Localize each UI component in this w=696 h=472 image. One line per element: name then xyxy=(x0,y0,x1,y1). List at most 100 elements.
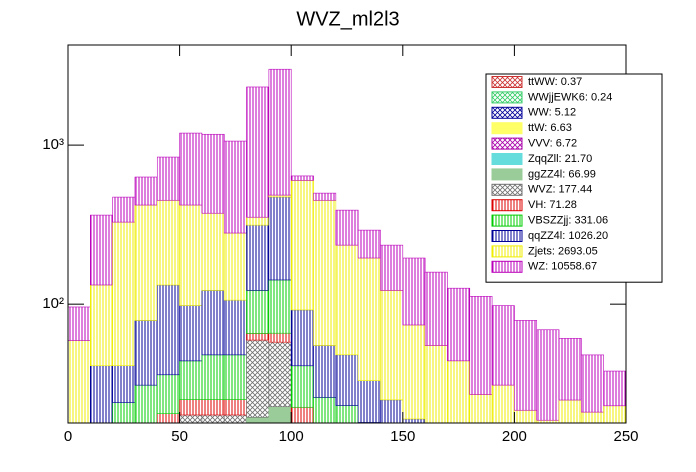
legend-label: WWjjEWK6: 0.24 xyxy=(528,91,612,103)
bar-segment xyxy=(491,305,515,386)
x-tick-label: 250 xyxy=(613,428,638,445)
bar-segment xyxy=(179,204,203,306)
bar-segment xyxy=(156,374,180,414)
bar-segment xyxy=(313,192,337,201)
legend-swatch xyxy=(491,199,523,212)
bar-segment xyxy=(335,209,359,246)
bar-segment xyxy=(290,175,314,181)
bar-segment xyxy=(156,199,180,286)
legend-swatch xyxy=(491,245,523,258)
bar-segment xyxy=(112,402,136,423)
bar-segment xyxy=(424,271,448,346)
bar-segment xyxy=(246,339,270,418)
bar-segment xyxy=(268,279,292,334)
legend-swatch xyxy=(491,230,523,242)
bar-segment xyxy=(581,411,604,423)
bar-segment xyxy=(68,306,91,341)
bar-segment xyxy=(246,416,270,423)
bar-segment xyxy=(268,341,292,407)
chart-title: WVZ_ml2l3 xyxy=(296,8,399,30)
bar-segment xyxy=(402,418,426,423)
x-tick-label: 150 xyxy=(390,428,415,445)
legend-label: VVV: 6.72 xyxy=(528,138,577,150)
legend-label: WZ: 10558.67 xyxy=(528,261,597,273)
x-tick-label: 100 xyxy=(279,428,304,445)
bar-segment xyxy=(134,320,158,386)
bar-segment xyxy=(558,338,582,401)
y-tick-label: 10² xyxy=(42,295,64,312)
bar-segment xyxy=(603,370,626,407)
bars xyxy=(68,68,626,423)
bar-segment xyxy=(179,414,203,423)
bar-segment xyxy=(246,224,270,291)
bar-segment xyxy=(491,384,515,423)
bar-segment xyxy=(90,214,113,286)
bar-segment xyxy=(335,405,359,423)
bar-segment xyxy=(603,405,626,423)
bar-segment xyxy=(268,68,292,196)
bar-segment xyxy=(514,409,538,423)
bar-segment xyxy=(201,290,225,356)
bar-segment xyxy=(223,399,247,416)
bar-segment xyxy=(201,399,225,416)
bar-segment xyxy=(246,290,270,334)
x-tick-label: 0 xyxy=(64,428,72,445)
bar-segment xyxy=(380,244,404,291)
bar-segment xyxy=(447,287,471,362)
bar-segment xyxy=(424,345,448,423)
bar-segment xyxy=(268,196,292,281)
legend-swatch xyxy=(491,183,523,196)
legend-swatch xyxy=(491,137,523,150)
legend-label: ttW: 6.63 xyxy=(528,122,572,134)
bar-segment xyxy=(357,257,381,381)
bar-segment xyxy=(112,365,136,403)
bar-segment xyxy=(246,333,270,341)
bar-segment xyxy=(134,176,158,206)
legend-label: VH: 71.28 xyxy=(528,199,577,211)
bar-segment xyxy=(313,199,337,346)
bar-segment xyxy=(90,365,113,423)
bar-segment xyxy=(68,340,91,423)
bar-segment xyxy=(201,414,225,423)
bar-segment xyxy=(223,414,247,423)
bar-segment xyxy=(290,180,314,311)
y-tick-label: 10³ xyxy=(42,136,64,153)
bar-segment xyxy=(357,380,381,423)
bar-segment xyxy=(402,324,426,420)
bar-segment xyxy=(223,232,247,301)
bar-segment xyxy=(380,399,404,423)
bar-segment xyxy=(246,216,270,226)
x-tick-label: 200 xyxy=(502,428,527,445)
bar-segment xyxy=(223,354,247,400)
bar-segment xyxy=(290,365,314,408)
bar-segment xyxy=(469,296,493,395)
legend-swatch xyxy=(491,153,523,165)
bar-segment xyxy=(156,284,180,376)
legend-swatch xyxy=(491,214,523,227)
bar-segment xyxy=(179,132,203,206)
legend-label: WVZ: 177.44 xyxy=(528,184,592,196)
bar-segment xyxy=(134,204,158,321)
bar-segment xyxy=(335,244,359,356)
bar-segment xyxy=(581,354,604,413)
bar-segment xyxy=(90,284,113,367)
bar-segment xyxy=(313,345,337,398)
bar-segment xyxy=(112,221,136,366)
bar-segment xyxy=(357,229,381,259)
legend-swatch xyxy=(491,122,523,135)
bar-segment xyxy=(380,290,404,401)
bar-segment xyxy=(179,399,203,416)
bar-segment xyxy=(335,354,359,406)
legend-swatch xyxy=(491,106,523,119)
bar-segment xyxy=(156,413,180,423)
bar-segment xyxy=(290,406,314,423)
legend-label: ZqqZll: 21.70 xyxy=(528,153,592,165)
bar-segment xyxy=(223,299,247,356)
legend-swatch xyxy=(491,168,523,181)
bar-segment xyxy=(134,384,158,423)
legend-label: VBSZZjj: 331.06 xyxy=(528,215,608,227)
bar-segment xyxy=(179,360,203,400)
bar-segment xyxy=(223,140,247,234)
bar-segment xyxy=(201,354,225,400)
